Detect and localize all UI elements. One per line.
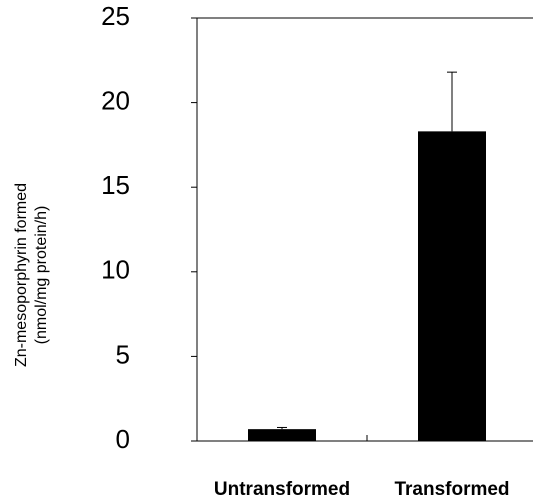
- bar: [248, 429, 316, 441]
- x-tick-label: Transformed: [394, 479, 509, 500]
- y-axis-title: Zn-mesoporphyrin formed (nmol/mg protein…: [13, 183, 50, 367]
- x-tick-label: Untransformed: [214, 479, 350, 500]
- y-axis-title-line: Zn-mesoporphyrin formed: [13, 183, 30, 367]
- y-tick-label: 5: [116, 339, 130, 369]
- y-tick-label: 10: [101, 255, 130, 285]
- y-tick-label: 15: [101, 170, 130, 200]
- y-axis-title-line: (nmol/mg protein/h): [33, 206, 50, 345]
- y-tick-label: 25: [101, 1, 130, 31]
- y-tick-label: 20: [101, 85, 130, 115]
- bar: [418, 131, 486, 441]
- y-tick-label: 0: [116, 424, 130, 454]
